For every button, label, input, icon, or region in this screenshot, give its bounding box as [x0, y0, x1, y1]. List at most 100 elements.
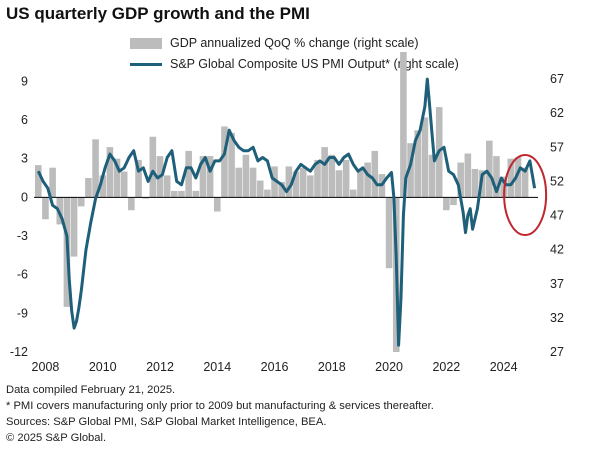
gdp-bar — [321, 147, 328, 198]
gdp-bar — [514, 157, 522, 198]
right-axis-ticks: 67 62 57 52 47 42 37 32 27 — [550, 72, 564, 359]
note-copyright: © 2025 S&P Global. — [6, 432, 107, 444]
highlight-circle — [503, 154, 548, 237]
gdp-bar — [128, 197, 135, 211]
right-tick-label: 32 — [550, 311, 564, 325]
gdp-bar — [256, 180, 264, 198]
gdp-bar — [314, 159, 321, 198]
left-tick-label: 0 — [21, 190, 28, 204]
gdp-bar — [113, 158, 121, 198]
left-tick-label: -12 — [10, 345, 28, 359]
gdp-bar — [278, 181, 285, 198]
right-tick-label: 37 — [550, 277, 564, 291]
gdp-bar — [443, 197, 450, 211]
gdp-bar — [192, 190, 200, 198]
gdp-bar — [213, 197, 221, 212]
gdp-bar — [178, 190, 185, 198]
gdp-bar — [328, 154, 336, 198]
gdp-bar — [507, 158, 515, 198]
gdp-bar — [135, 159, 142, 198]
gdp-bar — [106, 147, 114, 198]
left-tick-label: -3 — [17, 229, 28, 243]
gdp-bar — [49, 167, 56, 198]
gdp-bar — [414, 130, 422, 198]
gdp-bar — [521, 167, 529, 198]
legend-item-pmi: S&P Global Composite US PMI Output* (rig… — [130, 57, 459, 71]
footnotes: Data compiled February 21, 2025. * PMI c… — [6, 382, 434, 446]
legend-item-gdp: GDP annualized QoQ % change (right scale… — [130, 36, 419, 50]
left-axis-ticks: 9 6 3 0 -3 -6 -9 -12 — [10, 74, 28, 359]
gdp-bar — [235, 167, 243, 198]
gdp-bar — [149, 136, 157, 198]
gdp-bar — [70, 197, 78, 257]
gdp-bar — [163, 175, 171, 198]
gdp-bar — [471, 168, 479, 198]
x-tick-label: 2016 — [261, 360, 289, 374]
gdp-bar — [299, 167, 307, 198]
gdp-bar — [371, 150, 379, 198]
gdp-bar — [142, 197, 149, 199]
gdp-bar — [228, 132, 235, 198]
gdp-bar — [171, 190, 178, 198]
gdp-bar — [242, 154, 250, 198]
gdp-bar — [120, 171, 128, 198]
right-tick-label: 27 — [550, 345, 564, 359]
gdp-bars — [35, 52, 529, 352]
gdp-bar — [271, 166, 278, 198]
left-tick-label: 9 — [21, 74, 28, 88]
gdp-bar — [199, 156, 207, 198]
gdp-pmi-chart: 9 6 3 0 -3 -6 -9 -12 67 62 57 52 47 42 37 32 27 2008 201… — [10, 52, 564, 374]
left-tick-label: 6 — [21, 113, 28, 127]
note-pmi-coverage: * PMI covers manufacturing only prior to… — [6, 400, 434, 412]
x-tick-label: 2018 — [318, 360, 346, 374]
left-tick-label: -6 — [17, 268, 28, 282]
right-tick-label: 62 — [550, 106, 564, 120]
legend-label-gdp: GDP annualized QoQ % change (right scale… — [170, 36, 419, 50]
note-sources: Sources: S&P Global PMI, S&P Global Mark… — [6, 416, 327, 428]
gdp-bar — [221, 126, 228, 198]
gdp-bar — [264, 189, 271, 198]
pmi-line — [36, 77, 537, 347]
legend-swatch-bar — [130, 37, 162, 49]
left-tick-label: 3 — [21, 152, 28, 166]
right-tick-label: 67 — [550, 72, 564, 86]
gdp-bar — [450, 197, 457, 206]
gdp-bar — [99, 175, 107, 198]
legend-swatch-line — [130, 62, 162, 66]
x-tick-label: 2022 — [432, 360, 460, 374]
x-tick-label: 2014 — [203, 360, 231, 374]
gdp-bar — [92, 139, 99, 198]
gdp-bar — [206, 156, 214, 198]
gdp-bar — [457, 162, 464, 198]
x-tick-label: 2008 — [32, 360, 60, 374]
gdp-bar — [85, 178, 92, 198]
gdp-bar — [249, 167, 257, 198]
right-tick-label: 52 — [550, 174, 564, 188]
right-tick-label: 57 — [550, 140, 564, 154]
gdp-bar — [350, 189, 357, 198]
note-compiled: Data compiled February 21, 2025. — [6, 384, 176, 396]
gdp-bar — [407, 143, 414, 198]
left-tick-label: -9 — [17, 306, 28, 320]
gdp-bar — [493, 156, 500, 198]
legend-label-pmi: S&P Global Composite US PMI Output* (rig… — [170, 57, 459, 71]
gdp-bar — [357, 168, 364, 198]
gdp-bar — [342, 159, 350, 198]
x-tick-label: 2024 — [490, 360, 518, 374]
gdp-bar — [400, 52, 407, 198]
gdp-bar — [335, 170, 343, 198]
gdp-bar — [464, 153, 472, 198]
gdp-bar — [77, 197, 85, 207]
gdp-bar — [364, 162, 371, 198]
gdp-bar — [428, 154, 436, 198]
x-tick-label: 2020 — [375, 360, 403, 374]
gdp-bar — [307, 175, 314, 198]
chart-title: US quarterly GDP growth and the PMI — [6, 4, 310, 23]
gdp-bar — [292, 171, 300, 198]
gdp-bar — [185, 150, 192, 198]
x-axis-ticks: 2008 2010 2012 2014 2016 2018 2020 2022 2024 — [32, 360, 518, 374]
gdp-bar — [486, 140, 493, 198]
gdp-bar — [385, 197, 393, 269]
right-tick-label: 42 — [550, 243, 564, 257]
x-tick-label: 2012 — [146, 360, 174, 374]
